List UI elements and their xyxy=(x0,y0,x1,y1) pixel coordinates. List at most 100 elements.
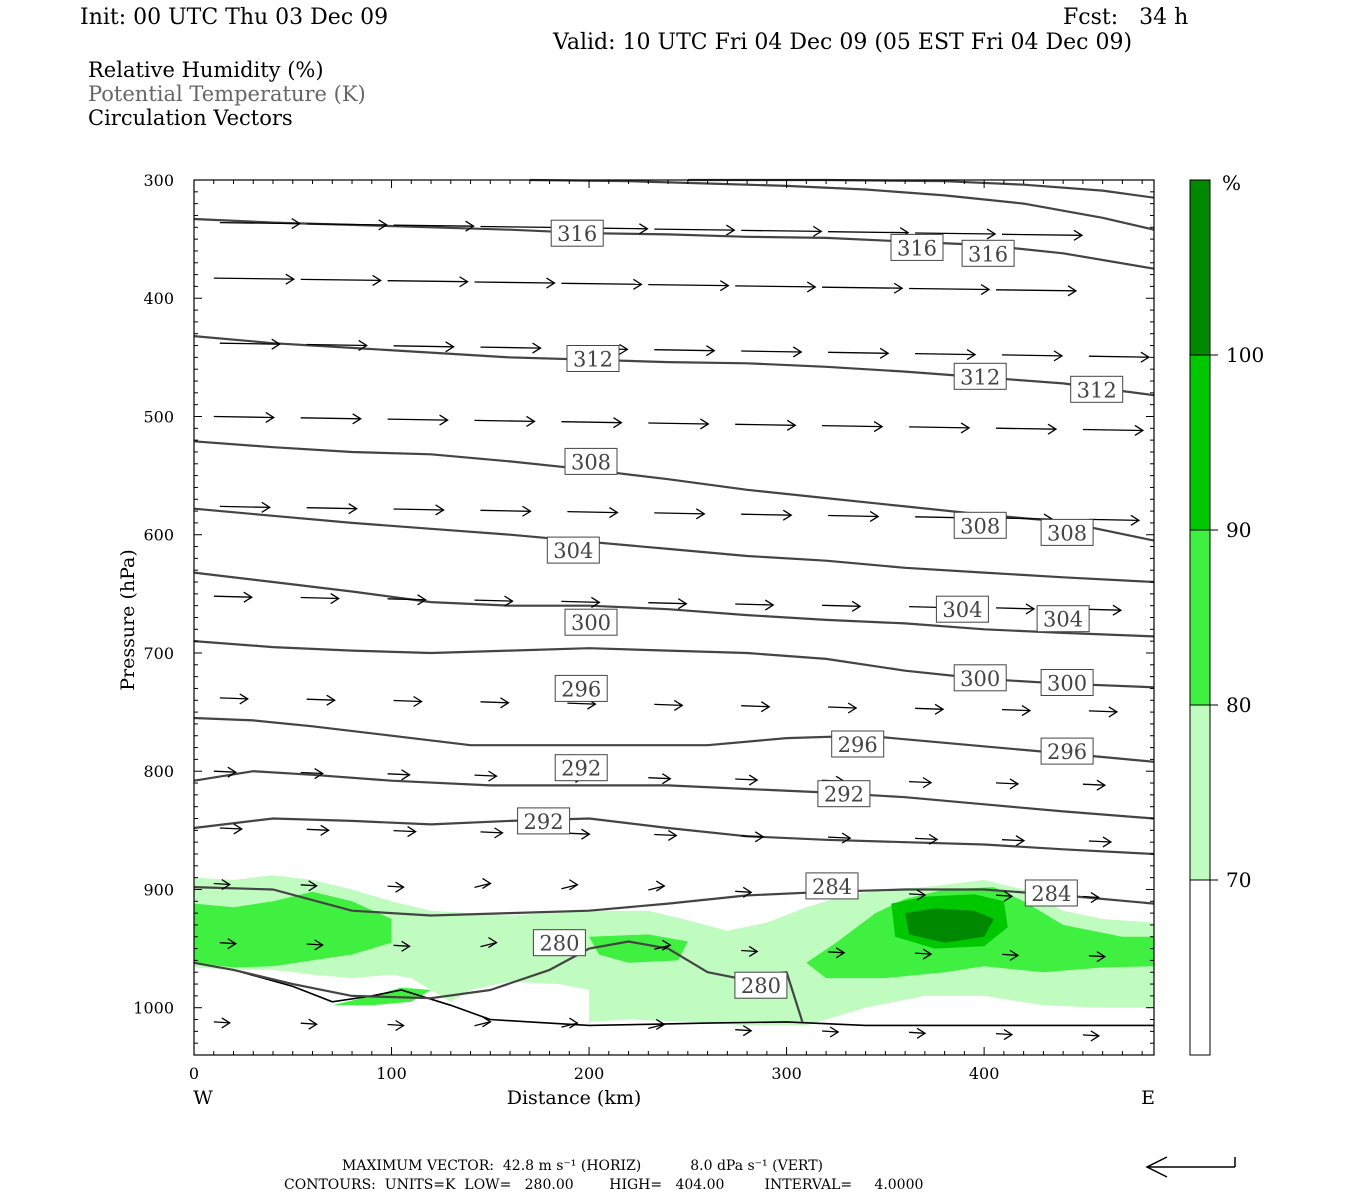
init-time: Init: 00 UTC Thu 03 Dec 09 xyxy=(80,5,389,30)
vector-arrow xyxy=(213,277,294,280)
vector-arrow xyxy=(741,705,770,708)
theta-contour-296 xyxy=(193,716,1155,763)
contour-label: 280 xyxy=(741,974,781,998)
x-end-label-east: E xyxy=(1141,1087,1155,1109)
vector-arrow xyxy=(1082,1034,1099,1037)
contour-label-box xyxy=(817,780,871,808)
vector-arrow xyxy=(219,342,280,345)
vector-arrow xyxy=(393,508,444,511)
vector-arrow-head xyxy=(1108,706,1119,718)
vector-arrow xyxy=(1088,355,1149,358)
vector-arrow-head xyxy=(465,220,475,232)
vector-arrow-head xyxy=(655,1018,666,1030)
vector-arrow-head xyxy=(922,777,933,789)
vector-arrow-head xyxy=(667,829,678,842)
y-axis-title: Pressure (hPa) xyxy=(117,549,139,691)
forecast-hour: Fcst: 34 h xyxy=(1063,5,1189,30)
vector-arrow-head xyxy=(928,833,939,845)
vector-arrow xyxy=(480,346,541,349)
vector-arrow xyxy=(909,780,932,784)
vector-arrow-head xyxy=(748,774,759,786)
vector-arrow xyxy=(822,1030,839,1033)
vector-arrow-head xyxy=(1047,423,1058,435)
vector-arrow-head xyxy=(326,694,336,706)
vector-arrow xyxy=(741,350,802,353)
contour-label: 304 xyxy=(942,598,982,622)
contour-label: 316 xyxy=(897,236,937,260)
vector-arrow xyxy=(1088,518,1139,522)
contour-label: 304 xyxy=(553,539,593,563)
vector-arrow-head xyxy=(221,878,231,891)
vector-arrow-head xyxy=(613,417,623,429)
x-axis-title: Distance (km) xyxy=(507,1087,642,1109)
vector-arrow xyxy=(387,280,468,283)
vector-arrow xyxy=(654,703,683,707)
vector-arrow xyxy=(393,224,474,227)
vector-arrow xyxy=(735,285,816,288)
vector-arrow xyxy=(300,1022,317,1025)
vector-arrow xyxy=(915,837,938,841)
vector-arrow-head xyxy=(806,281,817,293)
theta-contour-308 xyxy=(193,507,1155,584)
x-tick-label: 100 xyxy=(376,1064,407,1083)
colorbar-label: 70 xyxy=(1226,868,1251,892)
contour-label-box xyxy=(805,872,859,900)
vector-arrow-head xyxy=(271,338,281,350)
vector-arrow-head xyxy=(482,877,492,889)
vector-arrow xyxy=(480,225,561,229)
vector-arrow-head xyxy=(233,823,243,835)
vector-arrow xyxy=(648,885,665,891)
vector-arrow-head xyxy=(1009,778,1020,790)
legend-theta: Potential Temperature (K) xyxy=(88,82,366,106)
vector-arrow xyxy=(909,893,926,896)
colorbar-segment xyxy=(1189,354,1211,531)
vector-arrow-head xyxy=(922,948,933,960)
vector-arrow xyxy=(387,598,426,601)
contour-label: 308 xyxy=(571,450,611,474)
rh-region-100 xyxy=(905,908,994,943)
vector-arrow xyxy=(995,1032,1013,1036)
vector-arrow xyxy=(915,952,932,955)
vector-arrow xyxy=(995,607,1035,610)
contour-label: 300 xyxy=(960,667,1000,691)
vector-arrow xyxy=(480,509,531,512)
contour-label-box xyxy=(1040,669,1094,696)
contour-label-box xyxy=(1036,605,1090,633)
vector-arrow xyxy=(654,512,705,515)
vector-arrow-head xyxy=(960,422,971,434)
theta-contour-328 xyxy=(687,178,1155,199)
vector-arrow-head xyxy=(873,421,884,433)
vector-arrow-head xyxy=(314,767,324,780)
x-tick-label: 300 xyxy=(771,1064,802,1083)
vector-arrow-head xyxy=(1130,514,1141,526)
vector-arrow-head xyxy=(719,280,730,292)
vector-arrow-head xyxy=(265,411,275,424)
contour-label: 308 xyxy=(1047,521,1087,545)
vector-arrow-head xyxy=(1021,705,1032,717)
vector-arrow xyxy=(219,942,236,945)
vector-arrow-head xyxy=(1090,1030,1101,1042)
vector-arrow xyxy=(1001,953,1019,957)
vector-arrow-head xyxy=(1009,949,1020,961)
y-tick-label: 500 xyxy=(143,407,174,426)
vector-arrow-head xyxy=(754,831,765,843)
contour-label-box xyxy=(953,511,1007,539)
vector-arrow-head xyxy=(546,277,556,289)
vector-arrow xyxy=(915,707,944,710)
vector-arrow-head xyxy=(916,1027,927,1039)
vector-arrow xyxy=(909,1031,926,1034)
vector-arrow-head xyxy=(494,827,504,839)
vector-arrow-head xyxy=(401,940,411,952)
vector-arrow xyxy=(306,507,357,510)
contour-label: 280 xyxy=(539,932,579,956)
vector-arrow-head xyxy=(239,693,249,705)
rh-region-80 xyxy=(194,891,392,968)
vector-arrow xyxy=(387,1023,404,1027)
vector-arrow xyxy=(1001,708,1031,712)
vector-arrow-head xyxy=(526,415,536,427)
vector-arrow-head xyxy=(869,510,880,523)
vector-arrow-head xyxy=(742,1025,753,1037)
vector-arrow-head xyxy=(673,699,684,711)
vector-arrow-head xyxy=(695,508,706,520)
vector-arrow xyxy=(995,289,1077,292)
